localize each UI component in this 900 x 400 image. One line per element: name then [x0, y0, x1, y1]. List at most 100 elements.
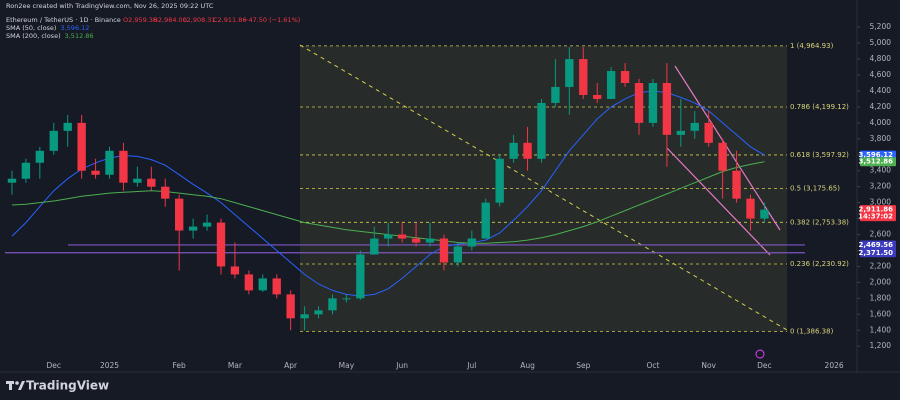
candle-body — [634, 82, 644, 123]
candle-body — [620, 71, 630, 83]
candle-body — [481, 202, 490, 239]
candle-body — [230, 266, 240, 275]
x-tick-label: Mar — [228, 361, 243, 370]
quote: O2,959.36H2,984.00L2,908.31C2,911.86−47.… — [6, 16, 300, 40]
candle-body — [133, 178, 142, 183]
candle-body — [606, 71, 616, 99]
candle-body — [760, 209, 769, 219]
candle-body — [370, 238, 379, 255]
y-tick-label: 2,000 — [870, 277, 892, 286]
y-tick-label: 4,600 — [870, 70, 892, 79]
candle-body — [286, 294, 295, 319]
candle-body — [328, 298, 337, 311]
y-tick-label: 4,000 — [870, 118, 892, 127]
y-tick-label: 2,200 — [870, 261, 892, 270]
price-tag-label: 2,911.86 — [858, 206, 893, 214]
legend-value: 3,512.86 — [65, 32, 94, 40]
fib-label: 0 (1,386.38) — [790, 327, 834, 335]
candle-body — [314, 310, 323, 315]
fib-label: 0.786 (4,199.12) — [790, 103, 849, 111]
candle-body — [63, 122, 72, 131]
fib-label: 1 (4,964.93) — [790, 42, 834, 50]
y-tick-label: 4,800 — [870, 54, 892, 63]
candle-body — [147, 178, 156, 187]
candle-body — [356, 254, 365, 299]
x-tick-label: Oct — [646, 361, 659, 370]
candle-body — [704, 122, 713, 143]
candle-body — [397, 234, 407, 239]
legend-value: 3,596.12 — [60, 24, 89, 32]
y-tick-label: 1,600 — [870, 309, 892, 318]
candle-body — [593, 94, 602, 99]
x-tick-label: Jul — [466, 361, 476, 370]
ohlc-label: O2,959.36 — [123, 16, 157, 24]
ohlc-label: C2,911.86 — [213, 16, 246, 24]
candle-body — [425, 238, 435, 243]
price-tag-label: 3,596.12 — [858, 151, 893, 159]
ohlc-label: H2,984.00 — [153, 16, 187, 24]
candle-body — [384, 234, 393, 239]
change-label: −47.50 (−1.61%) — [243, 16, 300, 24]
y-tick-label: 3,000 — [870, 198, 892, 207]
candle-body — [21, 162, 31, 179]
x-tick-label: Feb — [173, 361, 187, 370]
price-tag — [860, 205, 896, 222]
x-tick-label: May — [339, 361, 355, 370]
price-tag-label: 3,512.86 — [858, 158, 893, 166]
x-tick-label: Sep — [576, 361, 590, 370]
candle-body — [662, 82, 672, 135]
y-tick-label: 5,200 — [870, 22, 892, 31]
candle-body — [49, 130, 58, 151]
price-tag-sub: 14:37:02 — [858, 213, 893, 221]
price-tag — [860, 240, 896, 250]
y-tick-label: 1,200 — [870, 341, 892, 350]
candle-body — [35, 150, 45, 163]
candle-body — [188, 226, 198, 231]
event-icon[interactable] — [755, 349, 765, 359]
plot-area: 1 (4,964.93) 0.786 (4,199.12) 0.618 (3,597… — [5, 22, 896, 370]
candle-body — [495, 158, 504, 203]
y-tick-label: 4,400 — [870, 86, 892, 95]
symbol: Ethereum / TetherUS · 1D · Binance — [6, 16, 121, 24]
wedge-line — [666, 147, 771, 256]
logo-icon — [6, 381, 25, 390]
candle-body — [119, 150, 128, 183]
candle-body — [579, 59, 588, 95]
logo-part — [18, 381, 25, 390]
candle-body — [537, 102, 546, 159]
x-tick-label: Aug — [520, 361, 535, 370]
candle-body — [718, 142, 727, 171]
logo-part — [9, 381, 12, 390]
candle-body — [77, 122, 86, 171]
price-tag — [860, 157, 896, 167]
candle-body — [467, 238, 476, 247]
fib-label: 0.5 (3,175.65) — [790, 185, 840, 193]
x-tick-label: Jun — [395, 361, 408, 370]
candle-body — [509, 142, 518, 159]
candle-body — [105, 150, 114, 175]
price-tag-label: 2,469.56 — [858, 241, 893, 249]
candle-body — [690, 122, 699, 131]
candle-body — [453, 246, 463, 263]
ohlc-label: L2,908.31 — [183, 16, 216, 24]
candle-body — [258, 278, 267, 291]
y-tick-label: 4,200 — [870, 102, 892, 111]
candle-body — [565, 59, 574, 87]
price-tag-label: 2,371.50 — [858, 249, 893, 257]
chart-title: Ron2ee created with TradingView.com, Nov… — [6, 2, 214, 10]
fib-label: 0.618 (3,597.92) — [790, 151, 849, 159]
x-tick-label: 2025 — [100, 361, 119, 370]
candle-body — [244, 274, 254, 291]
y-tick-label: 1,800 — [870, 293, 892, 302]
candle-body — [91, 170, 100, 175]
y-tick-label: 1,400 — [870, 325, 892, 334]
candle-body — [7, 178, 17, 183]
x-tick-label: Dec — [47, 361, 62, 370]
x-tick-label: Nov — [701, 361, 716, 370]
x-tick-label: Apr — [284, 361, 298, 370]
candle-body — [523, 142, 532, 159]
x-tick-label: Dec — [757, 361, 772, 370]
logo-part — [15, 381, 19, 385]
candle-body — [676, 130, 685, 135]
